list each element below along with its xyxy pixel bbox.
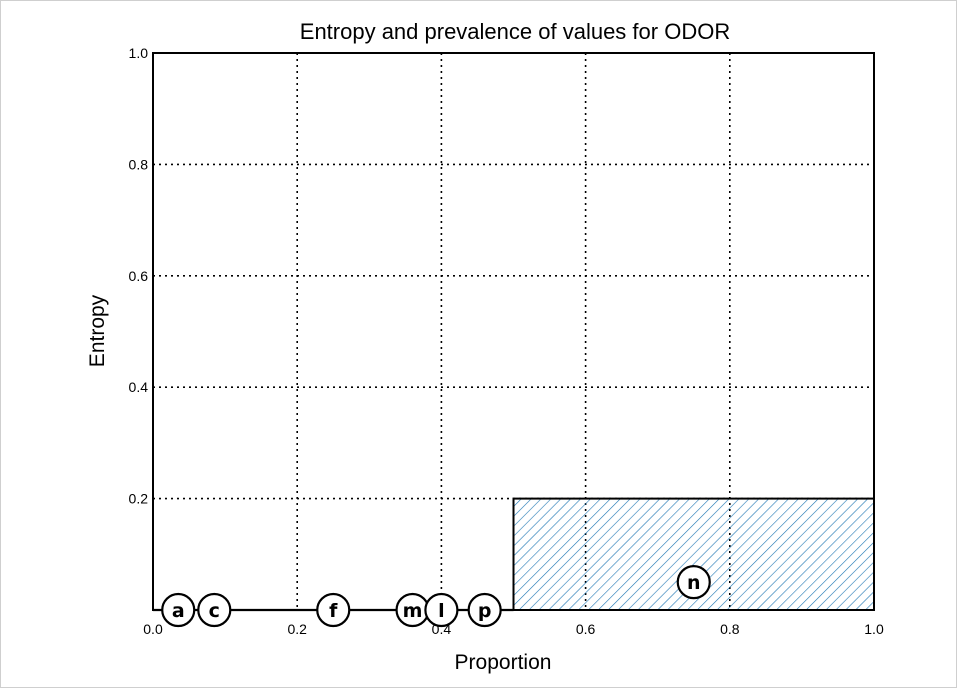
data-point-marker	[424, 592, 459, 628]
data-point-f: f	[316, 592, 351, 628]
data-point-marker	[676, 565, 711, 600]
data-point-label: p	[478, 600, 492, 622]
y-tick-label-3: 0.8	[129, 156, 149, 172]
data-point-label: l	[438, 600, 445, 622]
data-point-marker	[316, 592, 351, 628]
data-point-l: l	[424, 592, 459, 628]
y-tick-label-4: 1.0	[129, 45, 149, 61]
data-point-label: m	[403, 600, 423, 622]
x-tick-label-1: 0.2	[287, 621, 307, 637]
data-point-n: n	[676, 565, 711, 600]
data-points: a c f m l p n	[161, 565, 711, 628]
data-point-a: a	[161, 592, 196, 628]
y-axis-label: Entropy	[86, 294, 109, 367]
data-point-c: c	[197, 592, 232, 628]
data-point-label: f	[329, 600, 338, 622]
y-tick-label-2: 0.6	[129, 268, 149, 284]
data-point-label: n	[687, 572, 701, 594]
plot-area-border	[152, 52, 875, 611]
data-point-marker	[161, 592, 196, 628]
x-tick-label-4: 0.8	[720, 621, 740, 637]
data-point-label: c	[209, 600, 220, 622]
y-tick-label-1: 0.4	[129, 379, 149, 395]
data-point-p: p	[467, 592, 502, 628]
y-tick-label-0: 0.2	[129, 491, 149, 507]
x-tick-label-3: 0.6	[576, 621, 596, 637]
data-point-m: m	[395, 592, 430, 628]
x-axis-label: Proportion	[455, 651, 552, 674]
x-tick-label-0: 0.0	[143, 621, 163, 637]
axis-ticks: 0.0 0.2 0.4 0.6 0.8 1.00.20.40.60.81.0	[129, 45, 884, 637]
data-point-label: a	[172, 600, 185, 622]
data-point-marker	[197, 592, 232, 628]
data-point-marker	[467, 592, 502, 628]
chart-title: Entropy and prevalence of values for ODO…	[300, 19, 730, 44]
x-tick-label-5: 1.0	[864, 621, 884, 637]
